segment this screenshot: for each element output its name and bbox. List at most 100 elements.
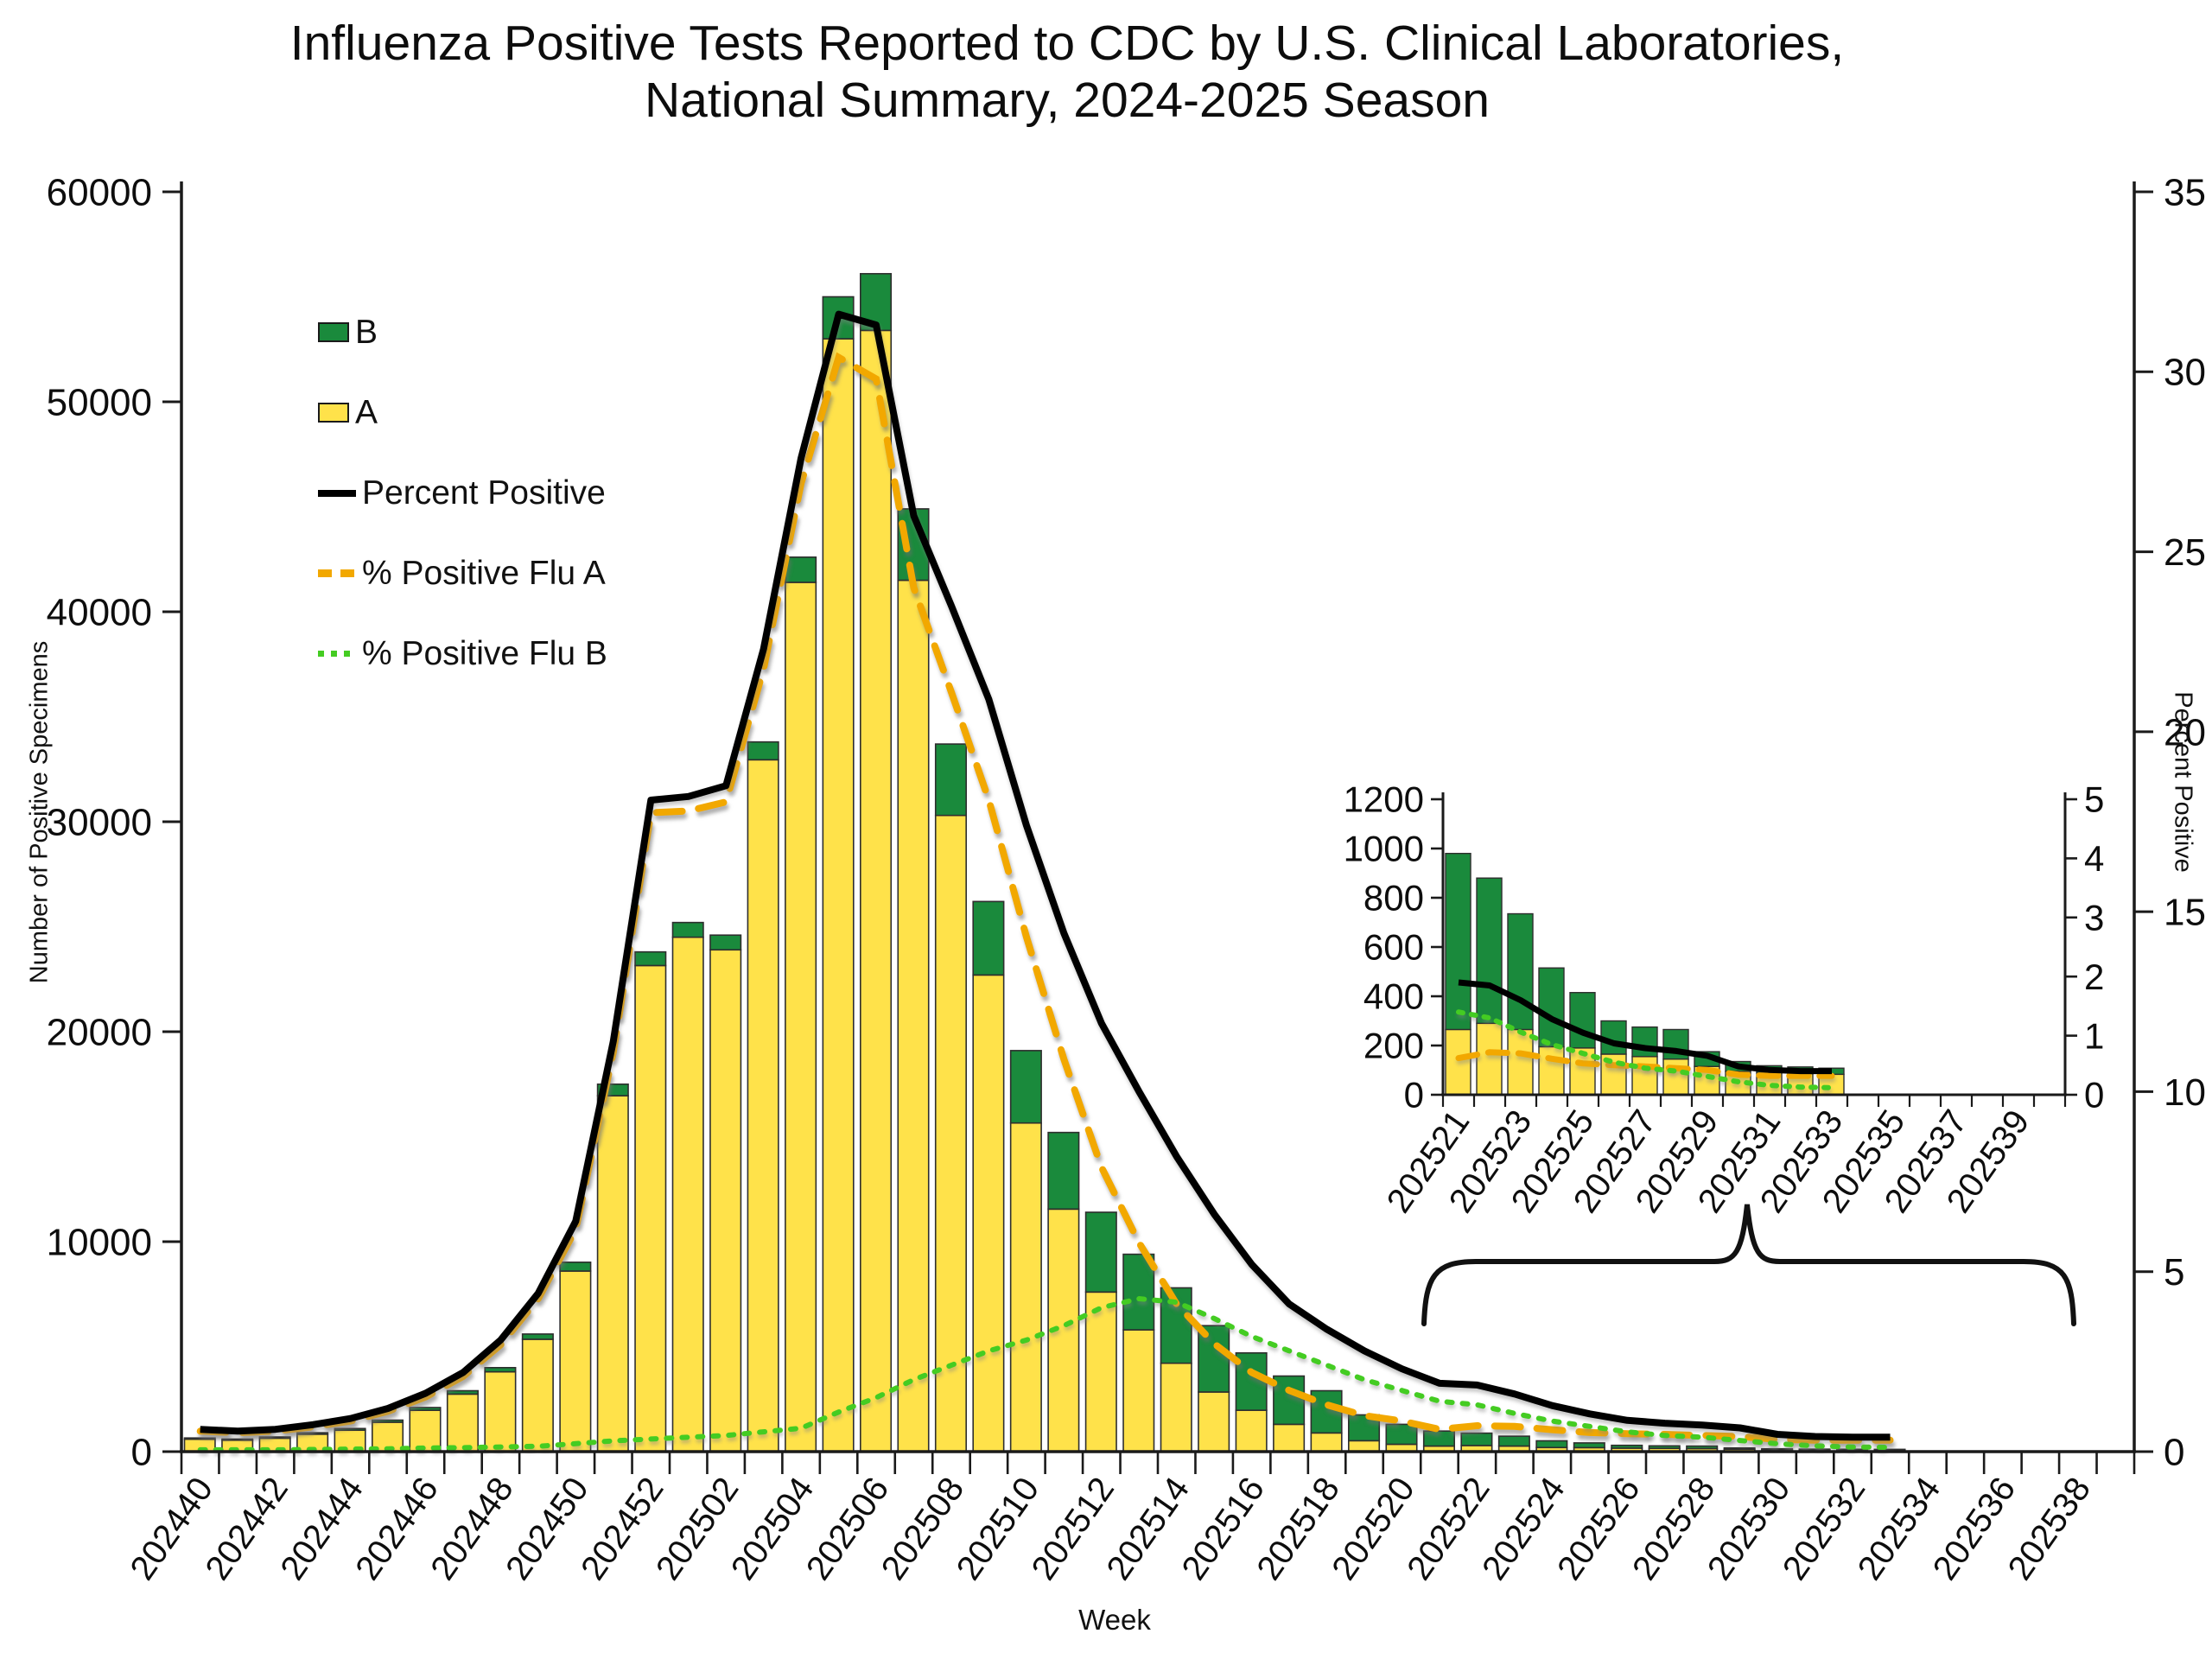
bar-flu-b-202515	[1198, 1325, 1230, 1393]
bar-flu-b-202517	[1273, 1375, 1306, 1426]
y-axis-title-right: Percent Positive	[2169, 691, 2197, 873]
percent-positive-path	[200, 310, 1891, 1441]
y-right-tick-label: 5	[2164, 1251, 2184, 1294]
bar-flu-b-202518	[1310, 1389, 1343, 1434]
legend-swatch-b-icon	[318, 322, 349, 342]
chart-title: Influenza Positive Tests Reported to CDC…	[0, 16, 2134, 129]
bar-flu-b-202443	[296, 1432, 329, 1435]
legend-label-a: A	[355, 393, 378, 431]
bar-flu-a-202451	[596, 1095, 629, 1452]
legend-item-flu-b: % Positive Flu B	[318, 613, 607, 694]
bar-flu-b-202522	[1460, 1432, 1493, 1446]
inset-y-right-tick-label: 4	[2084, 838, 2104, 879]
bar-flu-a-202513	[1122, 1329, 1155, 1452]
inset-y-right-tick-label: 1	[2084, 1015, 2104, 1056]
bar-flu-b-202525	[1573, 1442, 1605, 1449]
chart-title-line1: Influenza Positive Tests Reported to CDC…	[289, 16, 1845, 71]
bar-flu-a-202510	[1009, 1122, 1042, 1452]
y-right-tick-label: 10	[2164, 1071, 2206, 1114]
chart-title-line2: National Summary, 2024-2025 Season	[644, 72, 1491, 128]
bar-flu-b-202452	[634, 950, 667, 967]
inset-y-right-tick-label: 3	[2084, 898, 2104, 938]
legend-swatch-a-icon	[318, 403, 349, 423]
bar-flu-b-202521	[1422, 1430, 1455, 1447]
bar-flu-a-202505	[822, 338, 855, 1452]
inset-bars	[1445, 853, 1845, 1096]
x-axis-title: Week	[1078, 1604, 1151, 1636]
inset-bar-flu-b-202525	[1569, 992, 1596, 1049]
bar-flu-b-202527	[1648, 1445, 1681, 1450]
line-percent-positive	[200, 310, 1891, 1441]
inset-bar-flu-b-202523	[1507, 912, 1534, 1031]
bar-flu-b-202446	[409, 1407, 442, 1411]
bar-flu-b-202503	[747, 741, 779, 761]
y-right-tick-label: 0	[2164, 1431, 2184, 1473]
bar-flu-b-202502	[709, 934, 742, 951]
legend-item-b: B	[318, 292, 607, 372]
bar-flu-a-202452	[634, 964, 667, 1452]
inset-bar-flu-a-202522	[1476, 1022, 1503, 1096]
bar-flu-a-202514	[1160, 1362, 1192, 1452]
y-right-tick-label: 25	[2164, 531, 2206, 574]
bar-flu-b-202509	[972, 900, 1005, 976]
bar-flu-b-202523	[1497, 1435, 1530, 1447]
bar-flu-a-202509	[972, 974, 1005, 1452]
bar-flu-b-202448	[484, 1367, 517, 1373]
bar-flu-a-202519	[1348, 1440, 1381, 1452]
bar-flu-a-202448	[484, 1370, 517, 1452]
bar-flu-b-202516	[1235, 1351, 1268, 1411]
bar-flu-a-202507	[897, 579, 930, 1452]
inset-y-left-tick-label: 600	[1363, 927, 1424, 968]
inset-bar-flu-b-202527	[1631, 1026, 1658, 1058]
bar-flu-a-202447	[446, 1393, 479, 1452]
inset-y-right-tick-label: 0	[2084, 1075, 2104, 1116]
y-left-tick-label: 30000	[47, 801, 152, 843]
bar-flu-a-202508	[934, 814, 967, 1452]
legend-label-flu-b: % Positive Flu B	[362, 634, 607, 672]
bar-flu-b-202447	[446, 1389, 479, 1395]
y-left-tick-label: 60000	[47, 171, 152, 213]
bar-flu-a-202450	[559, 1270, 592, 1452]
bar-flu-b-202504	[785, 556, 817, 583]
y-left-tick-label: 20000	[47, 1011, 152, 1053]
bar-flu-b-202512	[1084, 1211, 1117, 1294]
inset-y-right-tick-label: 2	[2084, 957, 2104, 997]
legend-solid-line-icon	[318, 489, 356, 497]
y-left-tick-label: 10000	[47, 1221, 152, 1263]
inset-bar-flu-a-202524	[1538, 1046, 1565, 1096]
inset-bar-flu-b-202524	[1538, 967, 1565, 1048]
bar-flu-b-202444	[334, 1427, 366, 1432]
y-right-tick-label: 20	[2164, 711, 2206, 753]
bar-flu-a-202517	[1273, 1423, 1306, 1452]
y-right-tick-label: 35	[2164, 171, 2206, 213]
legend-label-b: B	[355, 313, 378, 351]
inset-y-left-tick-label: 400	[1363, 976, 1424, 1017]
legend-item-percent-positive: Percent Positive	[318, 453, 607, 533]
inset-bar-flu-a-202523	[1507, 1028, 1534, 1096]
chart-legend: B A Percent Positive % Positive Flu A % …	[318, 292, 607, 694]
bar-flu-a-202512	[1084, 1291, 1117, 1452]
line-pct-flu-b	[197, 1295, 1893, 1452]
inset-bar-flu-b-202522	[1476, 877, 1503, 1025]
bar-flu-b-202520	[1385, 1423, 1418, 1446]
bar-flu-b-202440	[183, 1437, 216, 1440]
y-right-tick-label: 15	[2164, 892, 2206, 934]
bar-flu-a-202516	[1235, 1409, 1268, 1452]
bar-flu-b-202449	[521, 1333, 554, 1340]
inset-bar-flu-a-202528	[1662, 1058, 1689, 1096]
inset-percent-positive-path	[1458, 979, 1832, 1075]
bar-flu-b-202528	[1686, 1445, 1719, 1450]
bar-flu-b-202526	[1611, 1444, 1643, 1449]
y-left-tick-label: 40000	[47, 591, 152, 633]
bar-flu-b-202529	[1723, 1446, 1756, 1451]
bar-flu-a-202518	[1310, 1432, 1343, 1452]
inset-y-right-tick-label: 5	[2084, 779, 2104, 820]
legend-label-percent-positive: Percent Positive	[362, 474, 606, 512]
inset-y-left-tick-label: 200	[1363, 1026, 1424, 1066]
legend-label-flu-a: % Positive Flu A	[362, 554, 606, 592]
legend-item-a: A	[318, 372, 607, 453]
bar-flu-b-202450	[559, 1262, 592, 1272]
bar-flu-b-202508	[934, 743, 967, 817]
